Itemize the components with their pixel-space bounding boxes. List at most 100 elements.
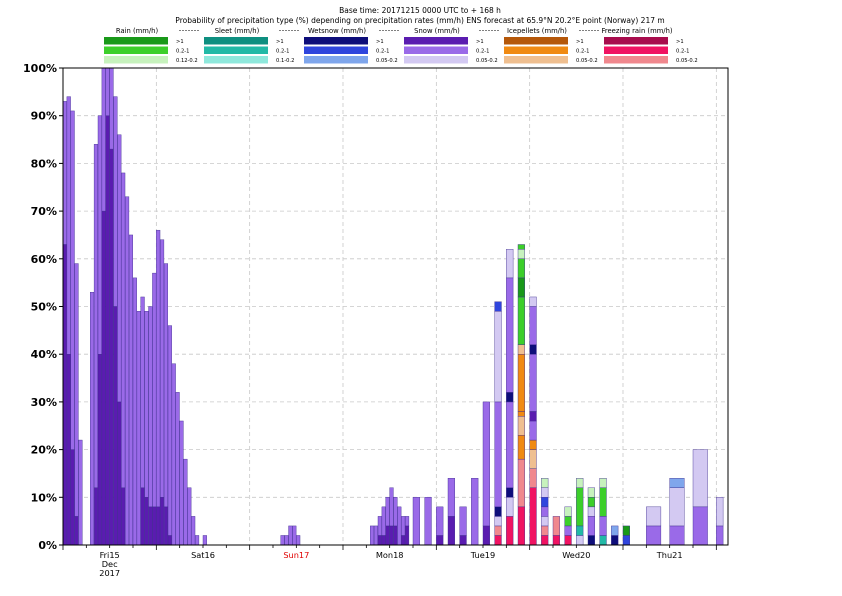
x-tick-label: Fri15: [100, 550, 120, 560]
bar-segment: [136, 311, 141, 546]
legend-title-rain: Rain (mm/h): [116, 27, 159, 35]
bar-segment: [517, 258, 525, 279]
x-tick-label: Mon18: [376, 550, 404, 560]
bar-segment: [622, 535, 630, 546]
bar-segment: [140, 487, 145, 546]
legend-swatch-sleet-1: [204, 37, 268, 45]
legend-swatch-snow-2: [404, 46, 468, 54]
legend-swatch-freezing-3: [604, 56, 668, 64]
bar-group: [401, 516, 406, 546]
bar-segment: [183, 458, 188, 546]
bar-segment: [552, 516, 560, 536]
bar-segment: [156, 229, 161, 508]
bar-segment: [494, 401, 502, 508]
legend-swatch-freezing-2: [604, 46, 668, 54]
legend-title-wetsnow: Wetsnow (mm/h): [308, 27, 366, 35]
legend-swatch-freezing-1: [604, 37, 668, 45]
legend-title-icepellets: Icepellets (mm/h): [507, 27, 567, 35]
bar-segment: [202, 535, 207, 546]
bar-segment: [646, 506, 662, 527]
bar-segment: [405, 525, 410, 546]
bar-segment: [70, 110, 75, 450]
bar-group: [156, 229, 161, 546]
bar-segment: [160, 497, 165, 546]
bar-segment: [113, 306, 118, 546]
bar-segment: [576, 478, 584, 488]
bar-segment: [599, 478, 607, 488]
x-tick-label: Wed20: [562, 550, 590, 560]
bar-segment: [377, 535, 382, 546]
bar-segment: [517, 506, 525, 546]
legend-rate-label: 0.2-1: [476, 49, 489, 55]
bar-segment: [179, 420, 184, 546]
bar-segment: [401, 516, 406, 536]
bar-group: [93, 144, 99, 546]
bar-segment: [506, 516, 514, 546]
chart-header: Base time: 20171215 0000 UTC to + 168 h …: [175, 6, 664, 25]
bar-segment: [128, 234, 134, 546]
bar-segment: [517, 244, 525, 250]
bar-group: [552, 516, 560, 546]
bar-segment: [541, 487, 549, 498]
bar-segment: [385, 497, 390, 527]
bar-segment: [121, 487, 126, 546]
bar-segment: [599, 535, 607, 546]
bar-segment: [611, 525, 619, 536]
legend-rate-label: 0.2-1: [276, 49, 289, 55]
bar-segment: [74, 516, 79, 546]
bar-segment: [517, 344, 525, 355]
bar-group: [140, 296, 145, 546]
bar-group: [370, 525, 375, 546]
bar-segment: [93, 144, 99, 488]
legend-rate-label: 0.2-1: [376, 49, 389, 55]
bar-segment: [132, 277, 137, 546]
bar-group: [97, 115, 102, 546]
bar-segment: [529, 306, 537, 345]
bar-group: [599, 478, 607, 546]
bar-segment: [109, 67, 114, 150]
legend-swatch-snow-1: [404, 37, 468, 45]
bar-segment: [494, 525, 502, 536]
bar-group: [459, 506, 467, 546]
bar-segment: [389, 487, 394, 527]
x-tick-sublabel-month: Dec: [102, 559, 118, 569]
bar-segment: [113, 96, 118, 307]
bar-group: [187, 487, 192, 546]
bar-group: [183, 458, 188, 546]
bar-group: [517, 244, 525, 546]
y-tick-label: 30%: [31, 396, 57, 409]
axes: 0% 10% 20% 30% 40% 50% 60% 70% 80% 90% 100% Fri15De…: [23, 62, 729, 578]
legend-swatch-icepellets-2: [504, 46, 568, 54]
legend-swatch-icepellets-1: [504, 37, 568, 45]
bar-segment: [288, 525, 293, 546]
bar-segment: [405, 516, 410, 527]
bar-segment: [529, 344, 537, 355]
bar-group: [385, 497, 390, 546]
y-tick-label: 70%: [31, 205, 57, 218]
bar-group: [576, 478, 584, 546]
bar-group: [136, 311, 141, 546]
y-tick-label: 60%: [31, 253, 57, 266]
bar-segment: [191, 516, 196, 546]
bar-segment: [599, 516, 607, 536]
bar-group: [541, 478, 549, 546]
bar-segment: [517, 435, 525, 460]
y-tick-label: 20%: [31, 444, 57, 457]
bar-group: [389, 487, 394, 546]
x-tick-sublabel-year: 2017: [99, 568, 120, 578]
bar-segment: [171, 363, 176, 546]
bar-segment: [517, 277, 525, 298]
bar-segment: [160, 239, 165, 498]
bar-group: [179, 420, 184, 546]
y-tick-label: 0%: [38, 539, 57, 552]
bar-group: [167, 325, 172, 546]
bar-group: [128, 234, 134, 546]
bar-group: [148, 306, 153, 546]
bar-segment: [459, 506, 467, 536]
bar-group: [62, 101, 67, 546]
bar-group: [132, 277, 137, 546]
legend-rate-label: 0.2-1: [676, 49, 689, 55]
bar-segment: [393, 525, 398, 546]
bar-segment: [506, 487, 514, 498]
chart-title: Probability of precipitation type (%) de…: [175, 16, 664, 25]
